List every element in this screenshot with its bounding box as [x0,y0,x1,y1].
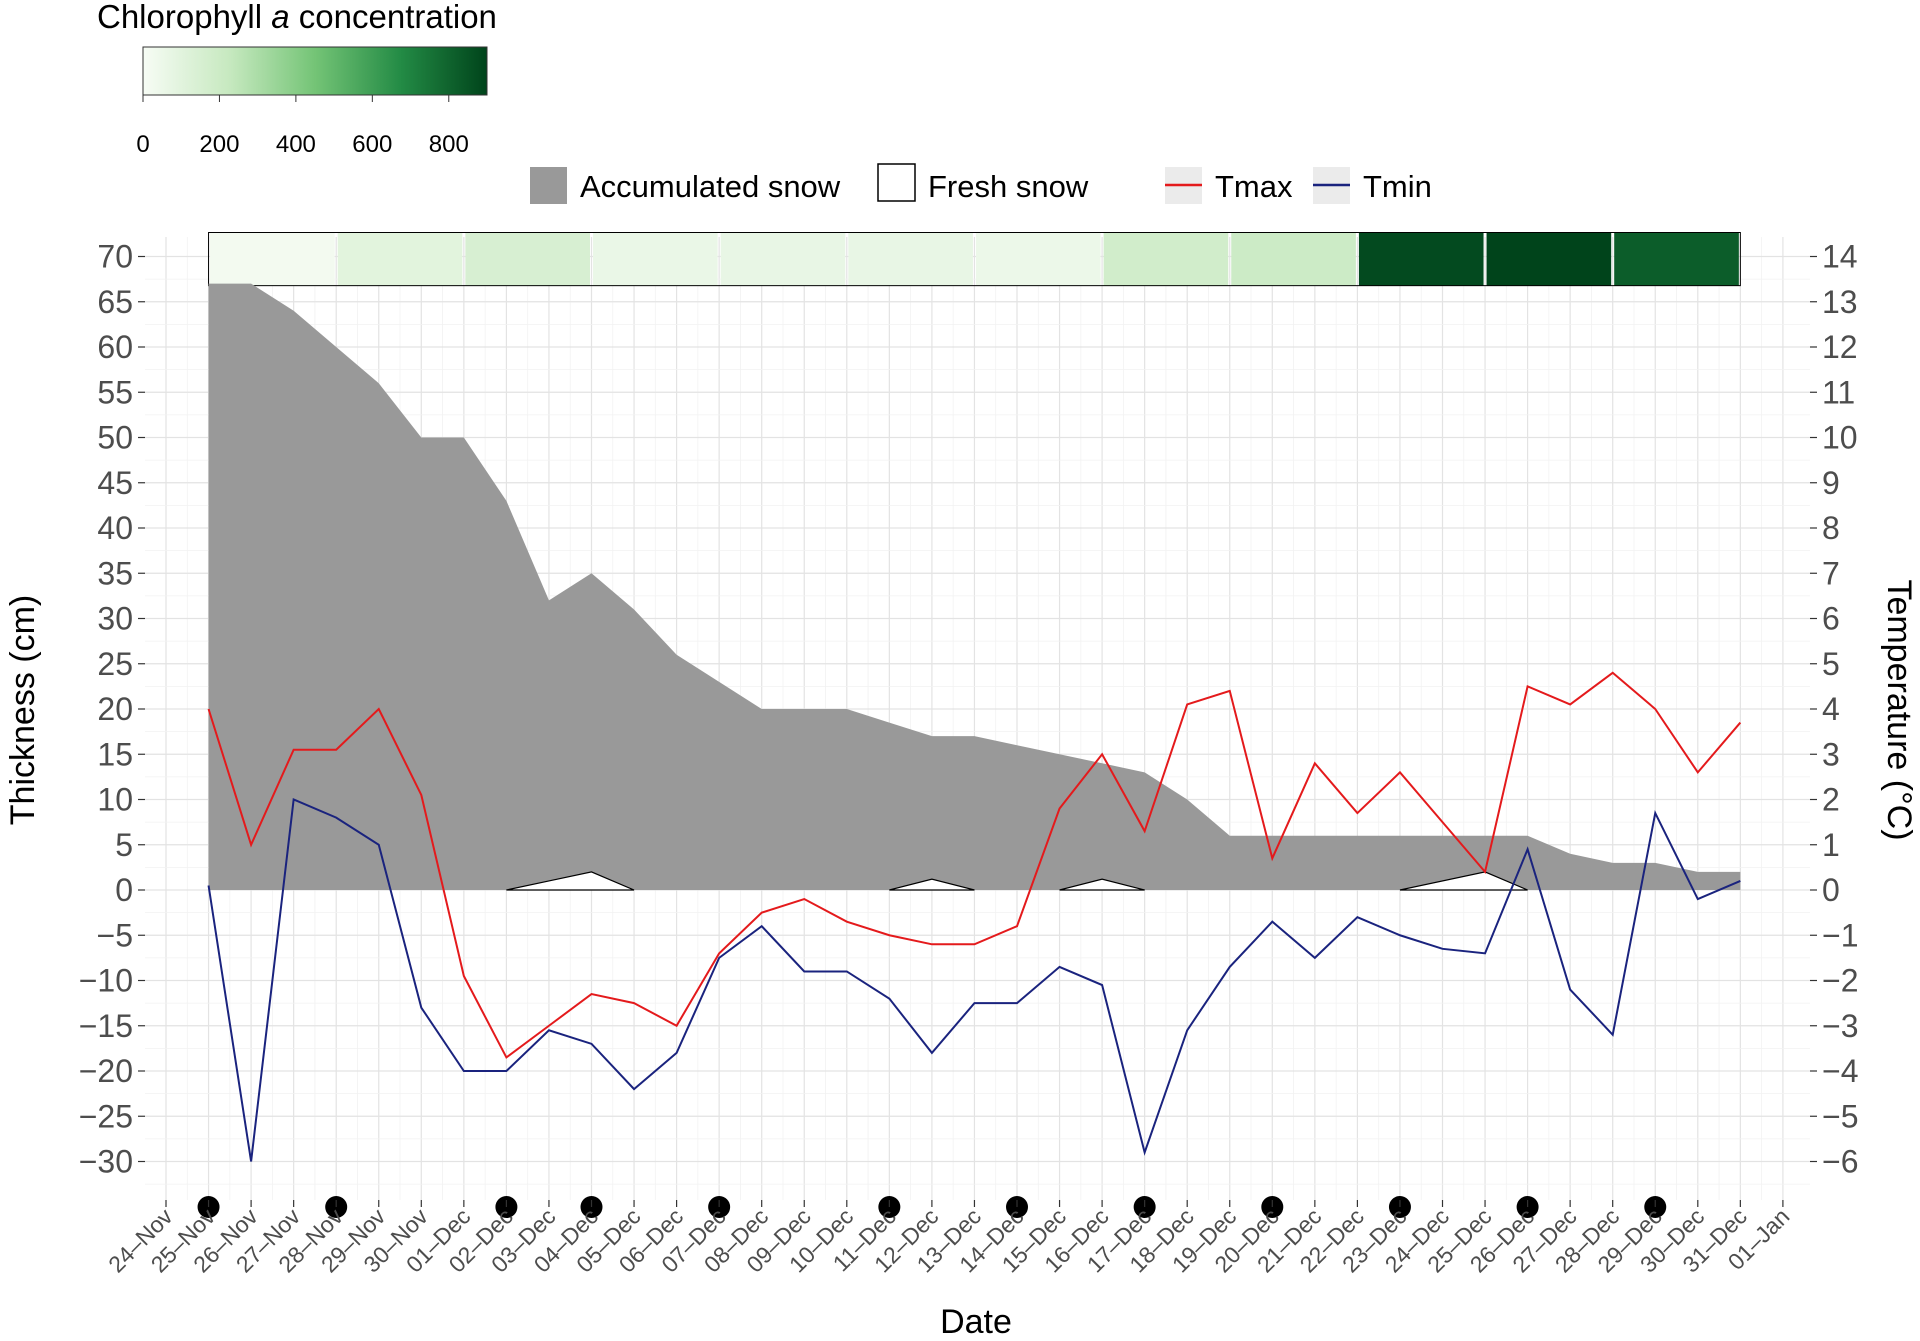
y-left-tick-label: 25 [97,646,133,682]
y-right-tick-label: 4 [1822,691,1840,727]
legend-accumulated-swatch [530,167,567,204]
colorbar-title-italic: a [271,0,289,35]
y-left-tick-label: −30 [79,1144,133,1180]
fresh-snow-event [1059,878,1145,891]
chlorophyll-bar [208,232,1741,287]
chlorophyll-segment [848,232,973,286]
y-left-tick-label: 35 [97,555,133,591]
x-axis-label: Date [940,1303,1012,1341]
series-line-tmin [207,798,1741,1162]
colorbar-tick-label: 600 [352,131,392,158]
y-right-tick-label: 10 [1822,420,1858,456]
y-right-tick-label: 6 [1822,601,1840,637]
colorbar [142,46,488,96]
y-axis-left-ticks: 7065605550454035302520151050−5−10−15−20−… [79,239,145,1180]
y-right-tick-label: 12 [1822,329,1858,365]
chlorophyll-segment [210,232,335,286]
accumulated-snow-area [208,283,1741,890]
y-right-tick-label: 11 [1822,374,1855,410]
y-left-tick-label: 60 [97,329,133,365]
y-left-tick-label: 50 [97,420,133,456]
colorbar-tick-label: 800 [429,131,469,158]
y-right-tick-label: 7 [1822,555,1840,591]
legend-fresh-swatch [877,163,916,202]
y-left-tick-label: 55 [97,374,133,410]
y-right-tick-label: 0 [1822,872,1840,908]
chlorophyll-segment [1103,232,1229,286]
chlorophyll-segment [593,232,718,286]
y-left-tick-label: 15 [97,736,133,772]
y-left-tick-label: 0 [115,872,133,908]
chlorophyll-segment [1231,232,1356,286]
y-right-tick-label: 8 [1822,510,1840,546]
series-line-tmax [207,671,1742,1059]
chlorophyll-segment [1358,232,1484,286]
y-right-tick-label: 5 [1822,646,1840,682]
y-left-tick-label: 70 [97,239,133,275]
y-left-tick-label: 30 [97,601,133,637]
y-left-tick-label: −20 [79,1053,133,1089]
colorbar-ticks: 0 200 400 600 800 [136,95,469,158]
legend-fresh-label: Fresh snow [928,169,1089,204]
chlorophyll-segment [465,232,590,286]
y-left-tick-label: 10 [97,782,133,818]
y-axis-right-label: Temperature (°C) [1880,579,1918,840]
y-left-tick-label: 40 [97,510,133,546]
series-legend: Accumulated snow Fresh snow Tmax Tmin [530,163,1432,204]
y-right-tick-label: 2 [1822,782,1840,818]
y-right-tick-label: −3 [1822,1008,1858,1044]
y-right-tick-label: 9 [1822,465,1840,501]
y-right-tick-label: −2 [1822,963,1858,999]
colorbar-legend: Chlorophyll a concentration 0 200 400 600 80… [97,0,497,158]
chlorophyll-segment [337,232,463,286]
legend-tmax-label: Tmax [1215,169,1293,204]
colorbar-title-prefix: Chlorophyll [97,0,271,35]
y-axis-left-label: Thickness (cm) [4,595,42,825]
fresh-snow-event [889,878,975,891]
y-left-tick-label: 65 [97,284,133,320]
colorbar-tick-label: 200 [199,131,239,158]
y-left-tick-label: 5 [115,827,133,863]
x-axis-ticks: 24–Nov25–Nov26–Nov27–Nov28–Nov29–Nov30–N… [103,1200,1794,1278]
y-left-tick-label: −10 [79,963,133,999]
y-left-tick-label: 20 [97,691,133,727]
y-left-tick-label: −15 [79,1008,133,1044]
y-left-tick-label: −5 [97,917,133,953]
y-left-tick-label: −25 [79,1098,133,1134]
y-right-tick-label: −5 [1822,1098,1858,1134]
y-right-tick-label: −4 [1822,1053,1858,1089]
y-right-tick-label: 14 [1822,239,1858,275]
legend-accumulated-label: Accumulated snow [580,169,841,204]
chlorophyll-bar-outline [208,232,1741,287]
y-right-tick-label: −1 [1822,917,1858,953]
chlorophyll-segment [1614,232,1739,286]
y-right-tick-label: 13 [1822,284,1858,320]
colorbar-tick-label: 0 [136,131,149,158]
y-right-tick-label: −6 [1822,1144,1858,1180]
fresh-snow-event [1399,871,1528,891]
fresh-snow-events [506,871,1528,891]
y-right-tick-label: 1 [1822,827,1840,863]
chlorophyll-segment [1486,232,1612,286]
colorbar-tick-label: 400 [276,131,316,158]
legend-tmin-label: Tmin [1363,169,1432,204]
colorbar-title: Chlorophyll a concentration [97,0,497,35]
y-left-tick-label: 45 [97,465,133,501]
chlorophyll-segment [975,232,1101,286]
fresh-snow-event [506,871,635,891]
colorbar-title-suffix: concentration [290,0,497,35]
chlorophyll-segment [720,232,846,286]
accumulated-snow-path [208,283,1741,890]
temperature-lines [207,671,1742,1162]
y-right-tick-label: 3 [1822,736,1840,772]
